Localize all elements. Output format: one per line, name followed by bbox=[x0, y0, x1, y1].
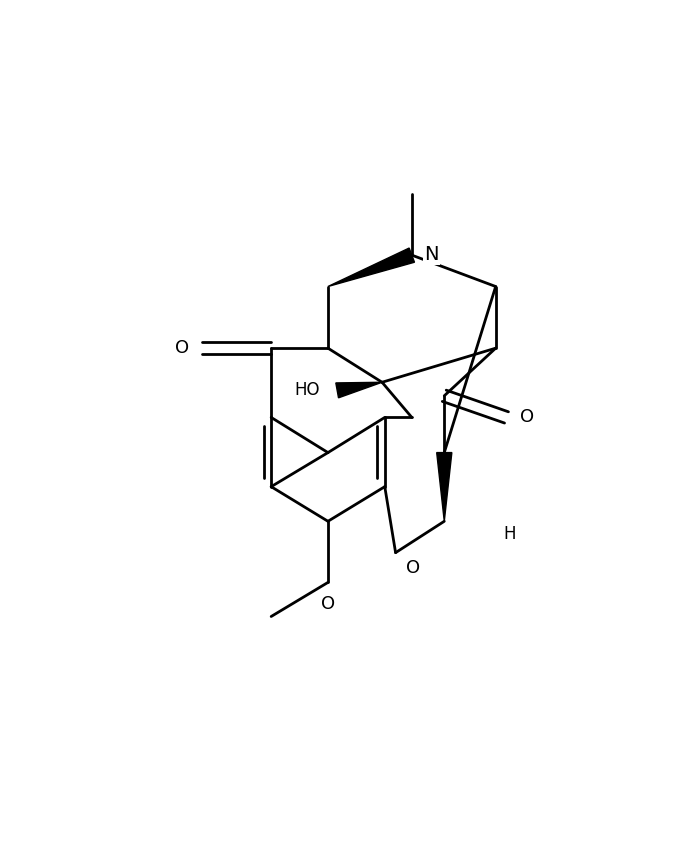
Text: H: H bbox=[504, 525, 517, 543]
Text: HO: HO bbox=[295, 382, 320, 399]
Text: O: O bbox=[520, 409, 534, 427]
Text: O: O bbox=[174, 339, 189, 357]
Text: O: O bbox=[406, 559, 420, 577]
Text: O: O bbox=[321, 594, 335, 613]
Polygon shape bbox=[336, 382, 382, 398]
Polygon shape bbox=[328, 248, 415, 287]
Polygon shape bbox=[437, 453, 452, 522]
Text: N: N bbox=[424, 244, 439, 264]
